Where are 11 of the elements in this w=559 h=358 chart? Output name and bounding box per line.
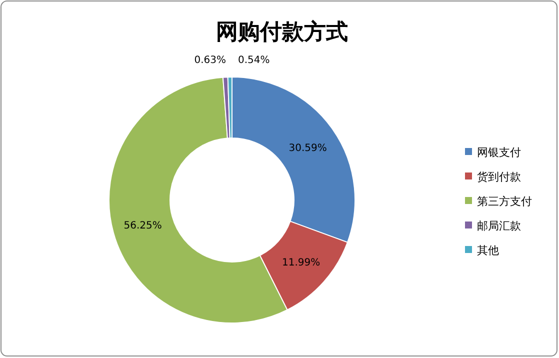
data-label: 11.99% (282, 258, 320, 269)
legend-label: 网银支付 (477, 146, 521, 159)
legend-label: 邮局汇款 (477, 220, 521, 232)
legend-label: 货到付款 (477, 170, 521, 184)
data-label: 56.25% (124, 220, 162, 232)
data-label: 30.59% (288, 143, 327, 154)
data-label: 0.63% (194, 55, 226, 66)
legend-label: 第三方支付 (477, 195, 532, 208)
legend-label: 其他 (477, 244, 499, 257)
chart-title: 网购付款方式 (216, 19, 348, 45)
data-label: 0.54% (238, 55, 270, 66)
